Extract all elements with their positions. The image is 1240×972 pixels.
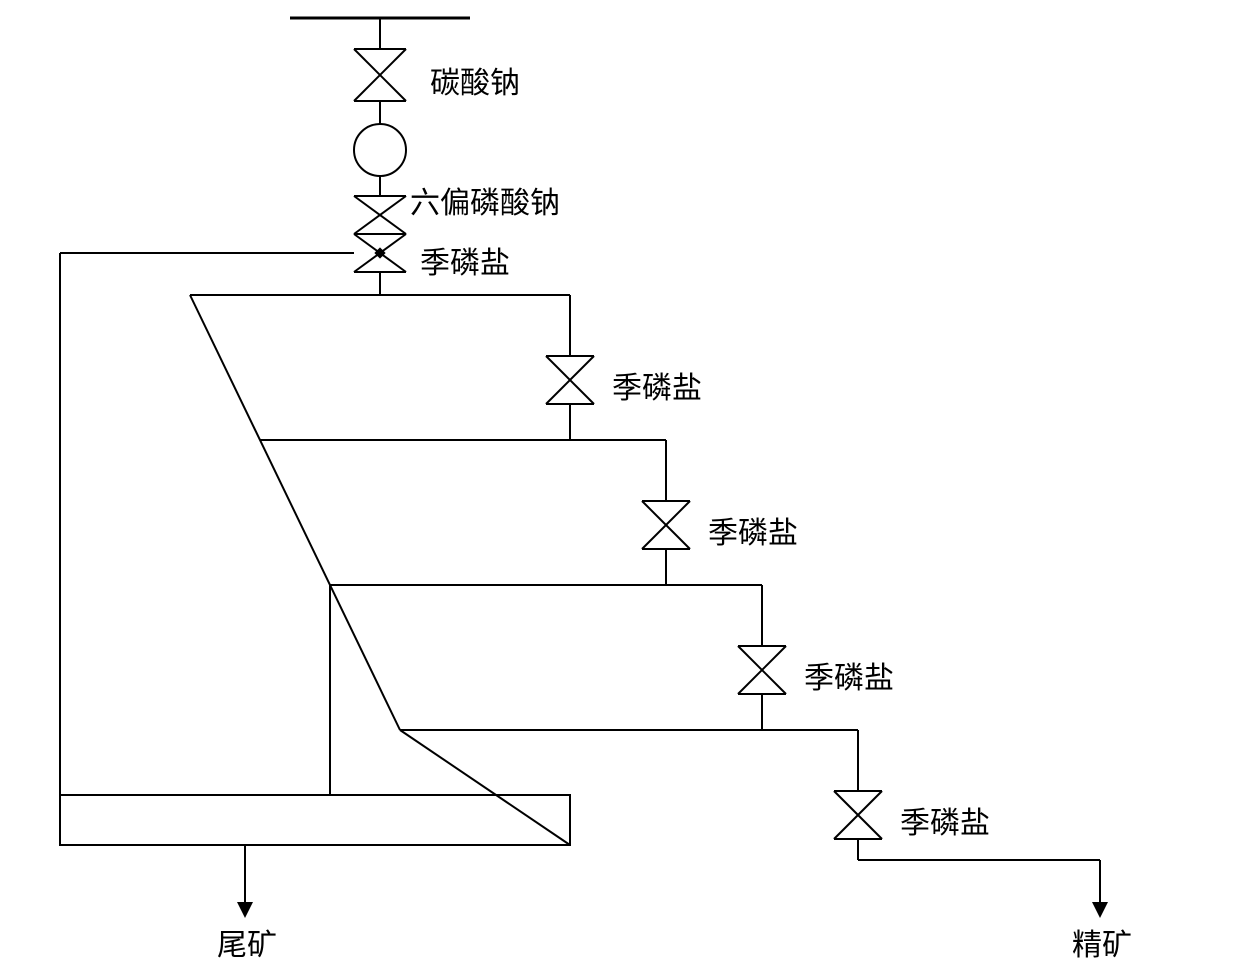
valve-shmp	[354, 196, 406, 234]
label-qps-4: 季磷盐	[900, 798, 990, 842]
scavenge-box	[60, 795, 570, 845]
flotation-flowchart: 碳酸钠 六偏磷酸钠 季磷盐 季磷盐 季磷盐 季磷盐 季磷盐 尾矿 精矿	[0, 0, 1240, 967]
valve-qps-3	[738, 646, 786, 694]
main-diagonal	[190, 295, 400, 730]
valve-qps-1	[546, 356, 594, 404]
valve-sodium-carbonate	[354, 49, 406, 101]
label-qps-1: 季磷盐	[612, 363, 702, 407]
label-qps-2: 季磷盐	[708, 508, 798, 552]
label-shmp: 六偏磷酸钠	[410, 178, 560, 222]
diagram-svg	[0, 0, 1240, 967]
label-qps-feed: 季磷盐	[420, 238, 510, 282]
label-concentrate: 精矿	[1072, 920, 1132, 964]
valve-qps-2	[642, 501, 690, 549]
valve-qps-4	[834, 791, 882, 839]
label-qps-3: 季磷盐	[804, 653, 894, 697]
label-tailings: 尾矿	[217, 920, 277, 964]
grinding-circle	[354, 124, 406, 176]
label-sodium-carbonate: 碳酸钠	[430, 58, 520, 102]
